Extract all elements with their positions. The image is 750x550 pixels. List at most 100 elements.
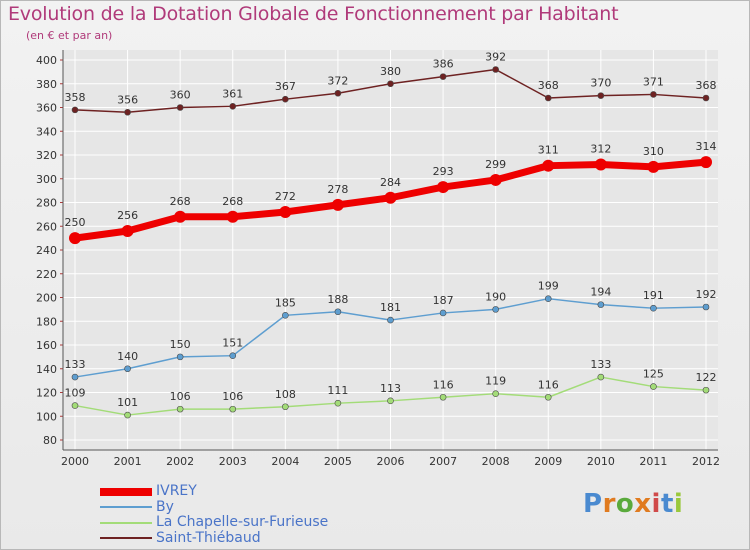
legend-label-ivrey: IVREY	[156, 483, 197, 500]
x-tick-label: 2006	[377, 455, 405, 468]
data-point-2	[282, 403, 289, 411]
data-label-1: 185	[275, 296, 296, 309]
data-label-1: 199	[538, 280, 559, 293]
data-point-1	[71, 373, 79, 381]
data-label-3: 367	[275, 80, 296, 93]
data-point-3	[229, 103, 237, 110]
data-point-0	[647, 160, 660, 173]
data-label-0: 268	[222, 195, 243, 208]
data-label-1: 190	[485, 290, 506, 303]
data-label-0: 293	[433, 165, 454, 178]
data-label-1: 181	[380, 301, 401, 314]
y-tick-label: 220	[36, 268, 57, 281]
data-label-1: 133	[65, 358, 86, 371]
data-label-1: 194	[590, 286, 611, 299]
data-point-1	[492, 306, 499, 313]
data-label-3: 372	[327, 74, 348, 87]
chart-title: Evolution de la Dotation Globale de Fonc…	[8, 3, 619, 25]
legend-item-ivrey: IVREY	[100, 484, 328, 500]
data-point-2	[124, 411, 131, 419]
data-point-3	[544, 94, 552, 102]
y-tick-label: 340	[36, 125, 57, 138]
data-point-2	[229, 405, 237, 413]
data-point-1	[439, 309, 447, 317]
data-point-1	[176, 353, 184, 361]
data-point-0	[121, 225, 134, 237]
data-label-0: 284	[380, 176, 401, 189]
data-label-2: 119	[485, 375, 506, 388]
data-point-2	[544, 393, 552, 401]
data-label-2: 113	[380, 382, 401, 395]
data-label-3: 370	[590, 77, 611, 90]
data-label-2: 133	[590, 358, 611, 371]
data-label-0: 314	[696, 140, 717, 153]
legend-item-la-chapelle: La Chapelle-sur-Furieuse	[100, 515, 328, 531]
x-tick-label: 2004	[271, 455, 299, 468]
data-point-1	[334, 308, 342, 316]
data-label-2: 101	[117, 396, 138, 409]
data-point-0	[279, 206, 292, 218]
y-tick-label: 280	[36, 197, 57, 210]
x-tick-label: 2005	[324, 455, 352, 468]
y-tick-label: 360	[36, 102, 57, 115]
data-label-2: 106	[170, 390, 191, 403]
data-point-3	[702, 94, 710, 102]
x-tick-label: 2010	[587, 455, 615, 468]
x-tick-label: 2003	[219, 455, 247, 468]
data-point-3	[176, 104, 184, 111]
chart-subtitle: (en € et par an)	[26, 29, 113, 42]
data-label-0: 310	[643, 145, 664, 158]
y-tick-label: 160	[36, 339, 57, 352]
data-point-2	[176, 405, 184, 413]
data-label-0: 311	[538, 144, 559, 157]
y-tick-label: 260	[36, 220, 57, 233]
legend-item-saint-thiebaud: Saint-Thiébaud	[100, 529, 328, 547]
data-label-3: 360	[170, 89, 191, 102]
legend-item-by: By	[100, 499, 328, 516]
data-label-2: 108	[275, 388, 296, 401]
data-point-2	[439, 393, 447, 401]
data-label-2: 116	[433, 378, 454, 391]
y-tick-label: 80	[43, 434, 57, 447]
data-label-3: 380	[380, 65, 401, 78]
data-label-0: 299	[485, 158, 506, 171]
data-label-2: 106	[222, 390, 243, 403]
y-tick-label: 400	[36, 54, 57, 67]
data-point-2	[71, 402, 79, 409]
data-label-2: 111	[327, 384, 348, 397]
data-point-1	[229, 352, 237, 359]
data-point-0	[700, 156, 712, 169]
x-tick-label: 2001	[114, 455, 142, 468]
legend-swatch-by	[100, 506, 152, 509]
data-point-0	[331, 198, 344, 211]
data-point-0	[489, 173, 502, 186]
data-label-1: 150	[170, 338, 191, 351]
legend-label-saint-thiebaud: Saint-Thiébaud	[156, 529, 261, 546]
x-tick-label: 2008	[482, 455, 510, 468]
legend-swatch-saint-thiebaud	[100, 537, 152, 540]
data-point-0	[594, 158, 607, 171]
y-tick-label: 240	[36, 244, 57, 257]
data-point-0	[542, 159, 555, 172]
data-point-1	[544, 295, 552, 302]
x-tick-label: 2011	[639, 455, 667, 468]
data-point-3	[439, 73, 447, 80]
data-label-0: 250	[65, 216, 86, 229]
y-tick-label: 320	[36, 149, 57, 162]
data-point-1	[597, 301, 605, 308]
data-point-0	[384, 191, 397, 204]
x-tick-label: 2002	[166, 455, 194, 468]
data-point-3	[597, 92, 605, 99]
data-point-0	[226, 210, 239, 223]
data-label-3: 358	[65, 91, 86, 104]
legend-swatch-la-chapelle	[100, 521, 152, 524]
x-tick-label: 2009	[534, 455, 562, 468]
data-label-1: 191	[643, 289, 664, 302]
data-point-0	[437, 181, 450, 194]
data-point-3	[334, 89, 342, 97]
data-point-2	[597, 373, 605, 381]
data-point-0	[174, 210, 187, 223]
y-tick-label: 180	[36, 315, 57, 328]
x-tick-label: 2012	[692, 455, 720, 468]
